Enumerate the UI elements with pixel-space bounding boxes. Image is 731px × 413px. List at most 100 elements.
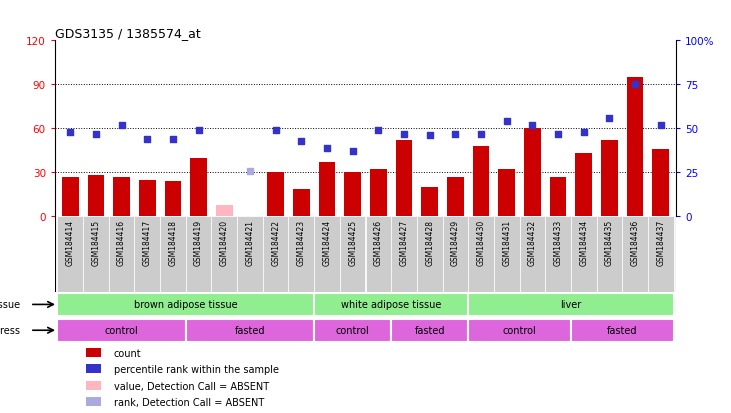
Bar — [550, 177, 567, 217]
Text: control: control — [503, 325, 537, 335]
Bar — [442, 217, 468, 292]
Bar — [83, 217, 109, 292]
Bar — [391, 319, 468, 342]
Point — [141, 136, 153, 143]
Bar — [447, 177, 463, 217]
Bar — [62, 177, 78, 217]
Text: GSM184431: GSM184431 — [502, 219, 511, 265]
Text: GSM184433: GSM184433 — [553, 219, 563, 265]
Text: GSM184428: GSM184428 — [425, 219, 434, 265]
Bar — [293, 189, 310, 217]
Bar — [571, 217, 596, 292]
Bar — [524, 129, 541, 217]
Text: GSM184432: GSM184432 — [528, 219, 537, 265]
Point — [270, 128, 281, 134]
Bar — [58, 217, 83, 292]
Bar — [468, 293, 673, 316]
Bar — [186, 217, 211, 292]
Bar — [216, 205, 232, 217]
Text: tissue: tissue — [0, 300, 20, 310]
Point — [346, 149, 358, 155]
Bar — [289, 217, 314, 292]
Bar — [545, 217, 571, 292]
Bar — [626, 78, 643, 217]
Point — [398, 131, 410, 138]
Text: fasted: fasted — [607, 325, 637, 335]
Text: GSM184425: GSM184425 — [348, 219, 357, 265]
Text: GSM184422: GSM184422 — [271, 219, 280, 265]
Point — [64, 129, 76, 136]
Bar — [499, 170, 515, 217]
Bar — [314, 319, 391, 342]
Text: percentile rank within the sample: percentile rank within the sample — [114, 365, 279, 375]
Point — [501, 119, 512, 126]
Text: GSM184437: GSM184437 — [656, 219, 665, 265]
Bar — [468, 217, 494, 292]
Point — [193, 128, 205, 134]
Text: GSM184435: GSM184435 — [605, 219, 614, 265]
Bar — [113, 177, 130, 217]
Text: GSM184415: GSM184415 — [91, 219, 100, 265]
Bar — [468, 319, 571, 342]
Text: GDS3135 / 1385574_at: GDS3135 / 1385574_at — [55, 27, 200, 40]
Bar — [596, 217, 622, 292]
Text: GSM184436: GSM184436 — [631, 219, 640, 265]
Bar — [109, 217, 135, 292]
Text: fasted: fasted — [414, 325, 445, 335]
Bar — [237, 217, 263, 292]
Point — [373, 128, 385, 134]
Text: fasted: fasted — [235, 325, 265, 335]
Point — [295, 138, 307, 145]
Bar — [473, 147, 489, 217]
Bar — [211, 217, 237, 292]
Text: stress: stress — [0, 325, 20, 335]
Point — [578, 129, 590, 136]
Bar — [344, 173, 361, 217]
Bar — [421, 188, 438, 217]
Point — [655, 122, 667, 129]
Point — [526, 122, 538, 129]
Point — [244, 168, 256, 175]
Bar — [370, 170, 387, 217]
Bar — [314, 217, 340, 292]
Point — [424, 133, 436, 140]
Bar — [395, 141, 412, 217]
Bar — [88, 176, 105, 217]
Text: GSM184418: GSM184418 — [168, 219, 178, 265]
Text: count: count — [114, 348, 142, 358]
Text: GSM184434: GSM184434 — [579, 219, 588, 265]
Text: GSM184419: GSM184419 — [194, 219, 203, 265]
Bar — [366, 217, 391, 292]
Point — [90, 131, 102, 138]
Point — [167, 136, 179, 143]
Text: GSM184427: GSM184427 — [400, 219, 409, 265]
Text: GSM184421: GSM184421 — [246, 219, 254, 265]
Text: GSM184414: GSM184414 — [66, 219, 75, 265]
Bar — [58, 319, 186, 342]
Bar — [494, 217, 520, 292]
Text: GSM184416: GSM184416 — [117, 219, 126, 265]
Text: GSM184430: GSM184430 — [477, 219, 485, 265]
Bar — [601, 141, 618, 217]
Point — [115, 122, 127, 129]
Bar — [86, 381, 102, 390]
Text: rank, Detection Call = ABSENT: rank, Detection Call = ABSENT — [114, 397, 264, 407]
Text: white adipose tissue: white adipose tissue — [341, 300, 442, 310]
Bar — [340, 217, 366, 292]
Bar — [648, 217, 673, 292]
Bar — [263, 217, 289, 292]
Bar — [58, 293, 314, 316]
Bar — [164, 182, 181, 217]
Point — [475, 131, 487, 138]
Point — [321, 145, 333, 152]
Point — [450, 131, 461, 138]
Text: GSM184426: GSM184426 — [374, 219, 383, 265]
Bar — [417, 217, 442, 292]
Text: GSM184429: GSM184429 — [451, 219, 460, 265]
Point — [629, 82, 641, 88]
Bar — [653, 150, 669, 217]
Text: brown adipose tissue: brown adipose tissue — [134, 300, 238, 310]
Text: GSM184420: GSM184420 — [220, 219, 229, 265]
Bar — [86, 397, 102, 406]
Bar — [314, 293, 468, 316]
